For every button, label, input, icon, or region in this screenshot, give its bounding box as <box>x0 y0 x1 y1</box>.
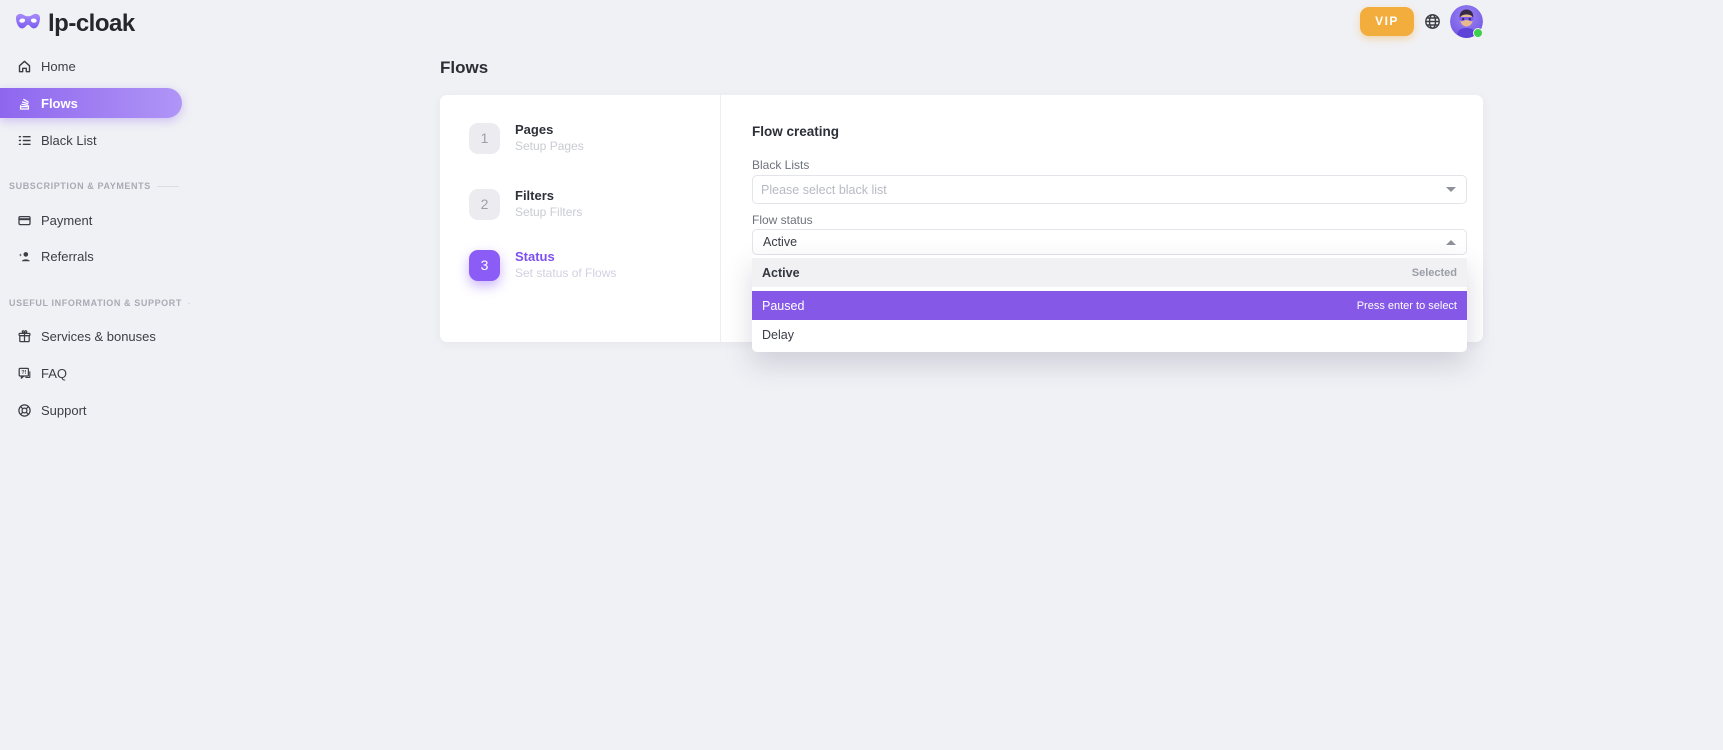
sidebar-item-label: Flows <box>41 95 78 111</box>
flow-status-label: Flow status <box>752 213 813 227</box>
sidebar-item-faq[interactable]: ?! FAQ <box>0 358 182 388</box>
option-active[interactable]: Active Selected <box>752 258 1467 287</box>
sidebar-section-support: USEFUL INFORMATION & SUPPORT <box>0 296 190 310</box>
lifebuoy-icon <box>17 403 32 418</box>
step-filters[interactable]: 2 Filters Setup Filters <box>469 188 720 220</box>
step-title: Filters <box>515 188 555 203</box>
sidebar-item-label: Support <box>41 402 87 418</box>
sidebar-item-label: Services & bonuses <box>41 328 156 344</box>
section-title: SUBSCRIPTION & PAYMENTS <box>9 181 151 191</box>
step-number: 3 <box>469 249 500 281</box>
step-number: 2 <box>469 188 500 220</box>
sidebar-item-referrals[interactable]: Referrals <box>0 241 182 271</box>
step-title: Status <box>515 249 555 264</box>
faq-icon: ?! <box>17 366 32 381</box>
vip-button[interactable]: VIP <box>1360 6 1414 36</box>
option-paused[interactable]: Paused Press enter to select <box>752 291 1467 320</box>
black-lists-label: Black Lists <box>752 158 810 172</box>
main-content: Flows 1 Pages Setup Pages 2 Filters Setu… <box>440 0 1483 352</box>
chevron-down-icon[interactable] <box>1446 187 1456 192</box>
step-subtitle: Set status of Flows <box>515 266 617 280</box>
sidebar-item-label: Referrals <box>41 248 94 264</box>
sidebar-item-black-list[interactable]: Black List <box>0 125 182 155</box>
header-actions: VIP <box>1360 3 1483 39</box>
flow-creating-card: 1 Pages Setup Pages 2 Filters Setup Filt… <box>440 95 1483 352</box>
option-delay[interactable]: Delay <box>752 320 1467 349</box>
section-title: USEFUL INFORMATION & SUPPORT <box>9 298 182 308</box>
section-divider <box>156 185 179 187</box>
flow-status-select[interactable]: Active <box>752 229 1467 255</box>
sidebar-item-payment[interactable]: Payment <box>0 205 182 235</box>
mask-logo-icon <box>15 12 41 37</box>
online-status-dot <box>1473 27 1483 38</box>
sidebar: lp-cloak Home Flows <box>0 0 190 750</box>
flow-stepper: 1 Pages Setup Pages 2 Filters Setup Filt… <box>440 95 721 342</box>
referrals-icon <box>17 249 32 264</box>
step-number: 1 <box>469 122 500 154</box>
sidebar-item-flows[interactable]: Flows <box>0 88 182 118</box>
sidebar-item-label: FAQ <box>41 365 68 381</box>
black-lists-input[interactable] <box>761 182 1446 197</box>
step-status[interactable]: 3 Status Set status of Flows <box>469 249 720 281</box>
sidebar-item-support[interactable]: Support <box>0 395 182 425</box>
step-subtitle: Setup Pages <box>515 139 584 153</box>
option-label: Active <box>762 265 800 280</box>
option-label: Paused <box>762 298 805 313</box>
gift-icon <box>17 329 32 344</box>
option-hint: Selected <box>1411 266 1457 279</box>
black-list-icon <box>17 133 32 148</box>
sidebar-item-home[interactable]: Home <box>0 50 182 82</box>
home-icon <box>17 59 32 74</box>
sidebar-section-subscription: SUBSCRIPTION & PAYMENTS <box>0 179 182 193</box>
sidebar-item-label: Payment <box>41 212 93 228</box>
black-lists-select[interactable] <box>752 175 1467 204</box>
payment-icon <box>17 213 32 228</box>
globe-icon[interactable] <box>1423 12 1441 30</box>
app-logo[interactable]: lp-cloak <box>0 0 182 38</box>
app-name: lp-cloak <box>48 10 135 37</box>
step-pages[interactable]: 1 Pages Setup Pages <box>469 122 720 154</box>
flow-status-select-wrap: Active Active Selected Paused Press ente… <box>752 229 1467 352</box>
option-label: Delay <box>762 327 794 342</box>
option-hint: Press enter to select <box>1356 299 1457 312</box>
user-avatar[interactable] <box>1450 4 1483 38</box>
sidebar-item-label: Home <box>41 58 76 74</box>
form-title: Flow creating <box>752 124 840 139</box>
flow-status-value: Active <box>763 235 798 249</box>
step-title: Pages <box>515 122 554 137</box>
flow-status-dropdown: Active Selected Paused Press enter to se… <box>752 255 1467 352</box>
svg-text:?!: ?! <box>21 370 26 376</box>
flows-icon <box>17 96 32 111</box>
page-title: Flows <box>440 58 489 77</box>
sidebar-nav: Home Flows Black List <box>0 50 190 425</box>
step-subtitle: Setup Filters <box>515 205 583 219</box>
section-divider <box>187 302 190 304</box>
sidebar-item-services[interactable]: Services & bonuses <box>0 321 182 351</box>
sidebar-item-label: Black List <box>41 132 97 148</box>
flow-creating-form: Flow creating Black Lists Flow status Ac… <box>721 95 1483 352</box>
chevron-up-icon[interactable] <box>1446 239 1456 245</box>
